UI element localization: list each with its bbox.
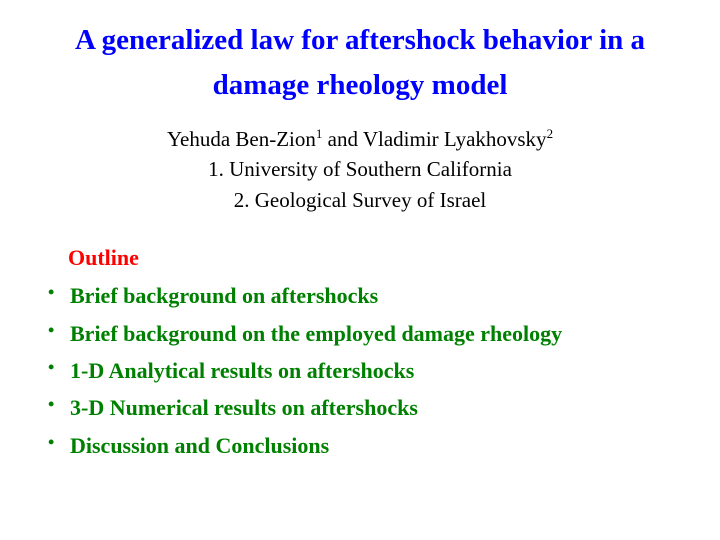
outline-item: Brief background on the employed damage …: [48, 315, 680, 352]
authors-line: Yehuda Ben-Zion1 and Vladimir Lyakhovsky…: [40, 124, 680, 154]
affiliation-2: 2. Geological Survey of Israel: [40, 185, 680, 215]
authors-block: Yehuda Ben-Zion1 and Vladimir Lyakhovsky…: [40, 124, 680, 215]
slide-title: A generalized law for aftershock behavio…: [40, 18, 680, 108]
slide-container: A generalized law for aftershock behavio…: [0, 0, 720, 540]
outline-heading: Outline: [68, 245, 680, 271]
affiliation-1: 1. University of Southern California: [40, 154, 680, 184]
outline-item: 1-D Analytical results on aftershocks: [48, 352, 680, 389]
outline-item: Brief background on aftershocks: [48, 277, 680, 314]
outline-item: 3-D Numerical results on aftershocks: [48, 389, 680, 426]
outline-list: Brief background on aftershocks Brief ba…: [40, 277, 680, 464]
outline-item: Discussion and Conclusions: [48, 427, 680, 464]
